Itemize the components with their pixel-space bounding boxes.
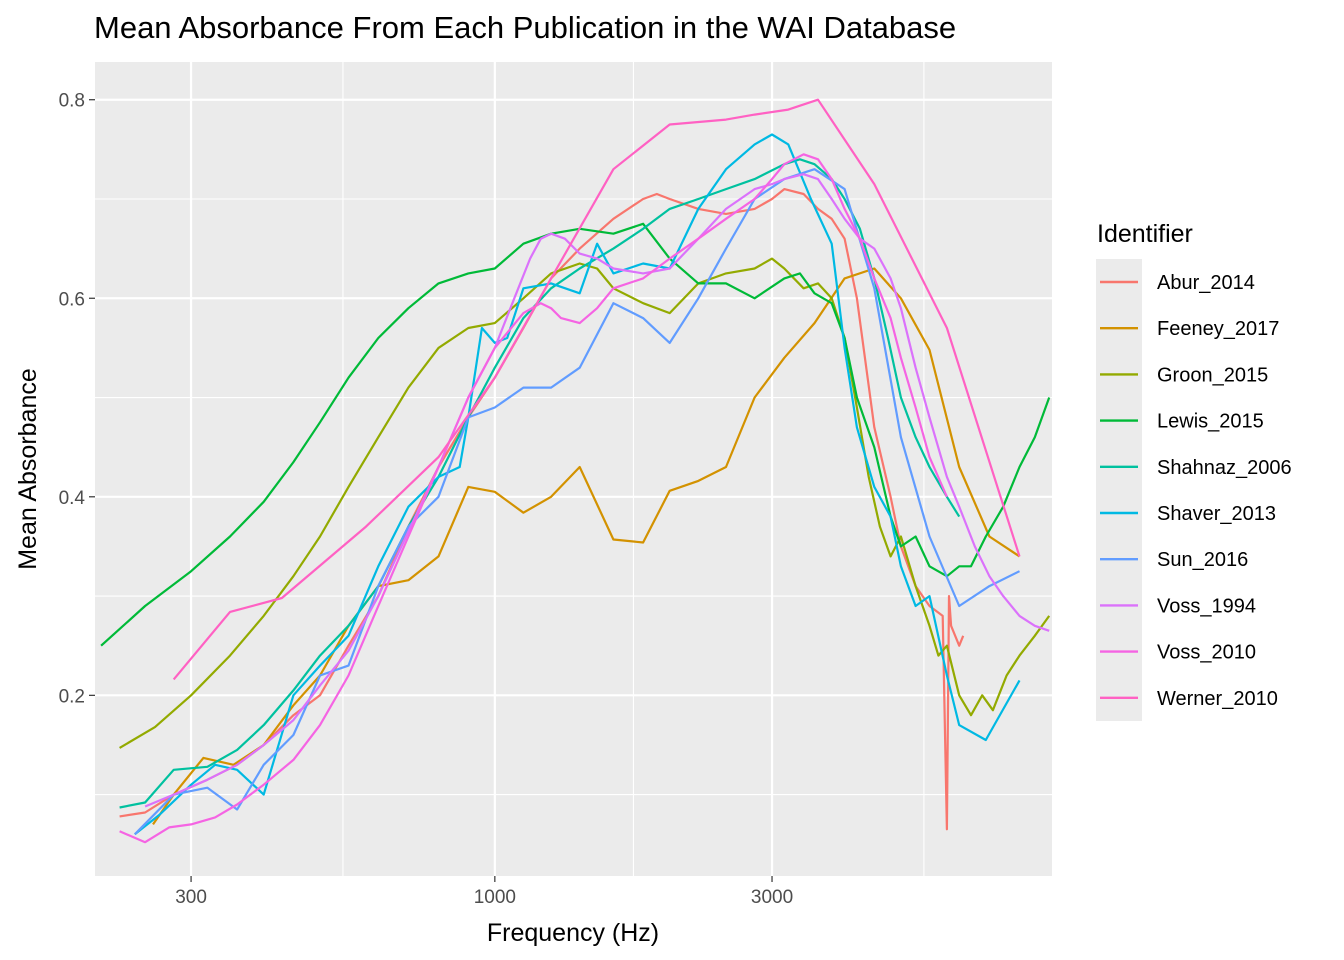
series-line-voss-2010 — [119, 153, 948, 844]
y-axis-title: Mean Absorbance — [14, 368, 42, 570]
series-line-werner-2010 — [172, 98, 1021, 681]
legend-label: Werner_2010 — [1157, 688, 1278, 710]
series-line-groon-2015 — [119, 257, 1051, 749]
legend-label: Lewis_2015 — [1157, 411, 1264, 433]
series-lines — [100, 98, 1051, 844]
x-axis-title: Frequency (Hz) — [487, 919, 659, 947]
legend-label: Voss_1994 — [1157, 595, 1256, 617]
x-tick-label: 300 — [175, 887, 207, 908]
legend-label: Shahnaz_2006 — [1157, 457, 1292, 479]
chart-title: Mean Absorbance From Each Publication in… — [94, 10, 956, 45]
legend-label: Groon_2015 — [1157, 364, 1268, 386]
legend-items: Abur_2014 Feeney_2017 Groon_2015 Lewis_2015… — [1100, 272, 1292, 710]
y-tick-label: 0.2 — [59, 686, 85, 707]
x-tick-label: 1000 — [474, 887, 516, 908]
y-tick-label: 0.8 — [59, 91, 85, 112]
y-tick-label: 0.6 — [59, 289, 85, 310]
y-tick-label: 0.4 — [59, 488, 86, 509]
series-line-sun-2016 — [134, 168, 1020, 836]
x-axis-ticks: 300 1000 3000 — [175, 876, 793, 908]
legend-label: Voss_2010 — [1157, 642, 1256, 664]
series-line-shahnaz-2006 — [119, 158, 961, 809]
minor-gridlines — [95, 62, 1052, 876]
series-line-feeney-2017 — [152, 267, 1021, 826]
series-line-voss-1994 — [144, 173, 1050, 808]
legend-label: Feeney_2017 — [1157, 318, 1279, 340]
legend-key-background — [1096, 259, 1142, 721]
legend-label: Sun_2016 — [1157, 549, 1248, 571]
legend-title: Identifier — [1097, 220, 1193, 248]
x-tick-label: 3000 — [751, 887, 793, 908]
plot-panel — [95, 62, 1052, 876]
series-line-shaver-2013 — [134, 133, 1021, 836]
series-line-lewis-2015 — [100, 222, 1051, 647]
legend: Identifier Abur_2014 Feeney_2017 Groon_201… — [1096, 220, 1292, 721]
legend-label: Abur_2014 — [1157, 272, 1255, 294]
y-axis-ticks: 0.2 0.4 0.6 0.8 — [59, 91, 95, 707]
legend-label: Shaver_2013 — [1157, 503, 1276, 525]
